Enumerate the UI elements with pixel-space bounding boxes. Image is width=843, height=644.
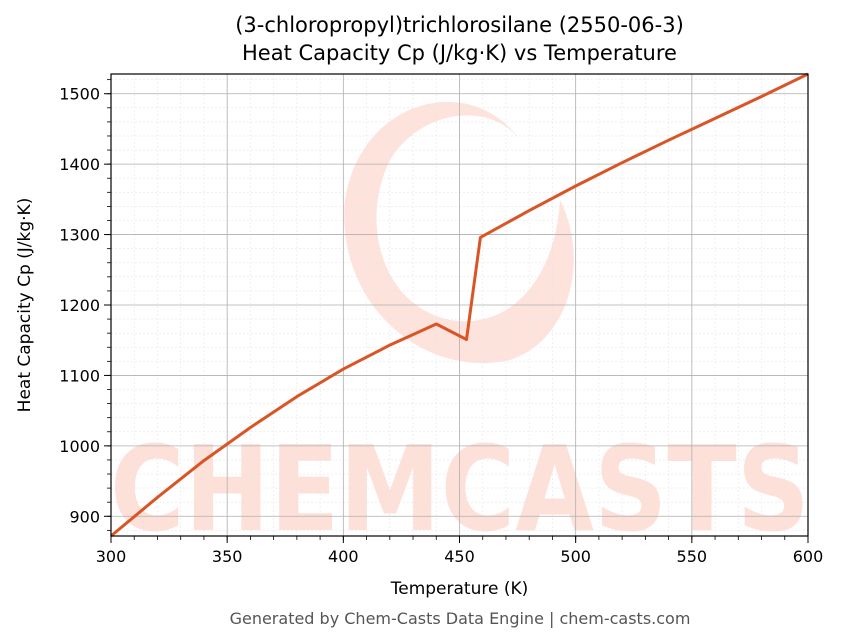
y-tick-label: 1400 bbox=[59, 155, 100, 174]
footer-credit: Generated by Chem-Casts Data Engine | ch… bbox=[230, 609, 691, 628]
x-tick-label: 450 bbox=[444, 547, 475, 566]
y-tick-label: 1500 bbox=[59, 85, 100, 104]
y-axis-label: Heat Capacity Cp (J/kg·K) bbox=[15, 198, 35, 413]
y-tick-label: 1200 bbox=[59, 296, 100, 315]
y-tick-label: 1300 bbox=[59, 226, 100, 245]
y-tick-label: 1100 bbox=[59, 366, 100, 385]
x-tick-label: 350 bbox=[212, 547, 243, 566]
x-axis-ticks: 300 350 400 450 500 550 600 bbox=[96, 536, 824, 566]
chart-subtitle: Heat Capacity Cp (J/kg·K) vs Temperature bbox=[242, 41, 677, 65]
y-axis-ticks: 900 1000 1100 1200 1300 1400 1500 bbox=[59, 79, 111, 531]
watermark: CHEMCASTS bbox=[110, 101, 810, 558]
x-tick-label: 300 bbox=[96, 547, 127, 566]
x-tick-label: 600 bbox=[793, 547, 824, 566]
series-line bbox=[110, 72, 809, 538]
x-tick-label: 500 bbox=[560, 547, 591, 566]
x-tick-label: 400 bbox=[328, 547, 359, 566]
y-tick-label: 1000 bbox=[59, 437, 100, 456]
x-axis-label: Temperature (K) bbox=[390, 579, 529, 599]
x-tick-label: 550 bbox=[677, 547, 708, 566]
watermark-logo-swirl bbox=[344, 101, 574, 364]
y-tick-label: 900 bbox=[69, 507, 100, 526]
chart-title: (3-chloropropyl)trichlorosilane (2550-06… bbox=[235, 13, 684, 37]
